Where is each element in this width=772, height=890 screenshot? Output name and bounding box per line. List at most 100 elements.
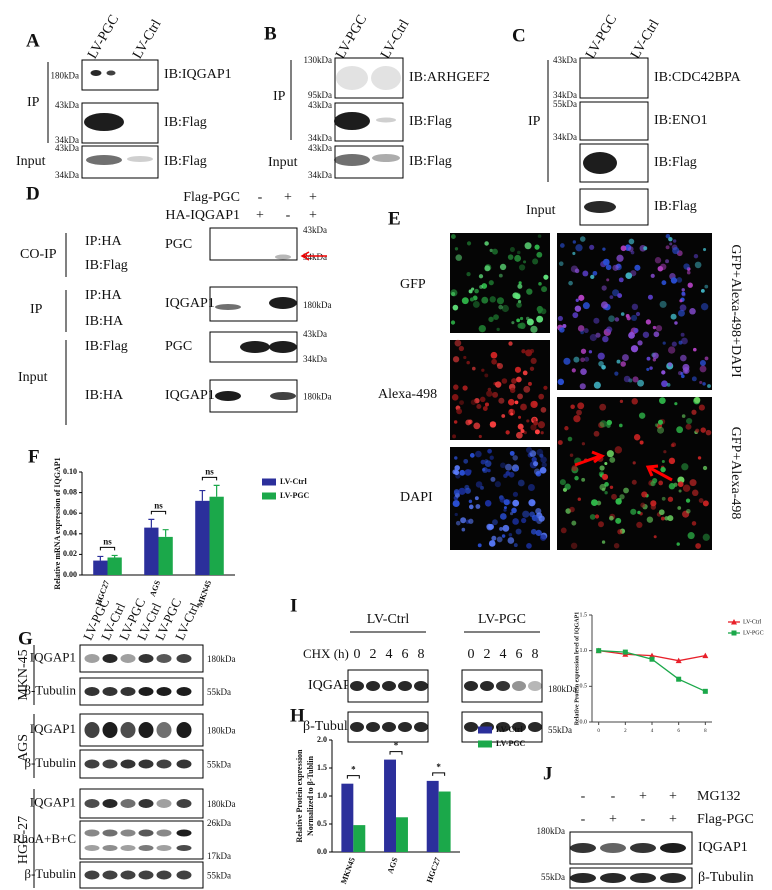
blot-label: IB:Flag [164,154,207,169]
band [120,799,136,808]
condition-sign: + [256,208,264,223]
band [102,829,118,837]
micrograph-cell [621,354,629,362]
micrograph-cell [681,292,686,297]
lane-label: LV-PGC [583,13,620,62]
micrograph-cell [563,357,571,365]
y-axis-label: Relative Protein expression level of IQG… [574,612,580,726]
micrograph-cell [455,520,461,526]
arrow [300,251,327,261]
blot-label: IQGAP1 [308,678,358,693]
mw-label: 43kDa [303,225,327,235]
band [84,722,100,738]
blot-label: IQGAP1 [30,794,76,809]
micrograph-cell [653,331,660,338]
micrograph-cell [670,277,678,284]
micrograph-cell [703,248,707,252]
micrograph-cell [671,341,677,347]
micrograph-cell [517,299,522,304]
blot-frame [209,227,298,261]
band [102,799,118,808]
micrograph-cell [699,365,707,373]
band [120,870,136,880]
micrograph-cell [468,499,473,504]
annotation: * [394,741,399,751]
micrograph-cell [576,409,582,416]
micrograph-cell [486,390,493,397]
band [138,687,154,696]
band [138,845,154,851]
band [176,759,192,769]
micrograph-cell [613,542,620,549]
band [102,687,118,696]
micrograph-cell [658,480,664,486]
micrograph-cell [575,298,579,302]
micrograph-cell [530,325,538,333]
bar [396,817,408,852]
micrograph-cell [678,489,682,493]
micrograph-cell [463,355,467,360]
micrograph-cell [601,473,609,481]
x-tick-label: 8 [704,729,707,734]
micrograph-cell [677,309,685,317]
micrograph-cell [597,352,605,360]
point [702,688,708,694]
micrograph-cell [490,351,498,359]
micrograph-cell [582,302,590,310]
group-label: LV-Ctrl [367,612,410,627]
micrograph-cell [695,428,700,433]
group-label: CO-IP [20,247,57,262]
micrograph-cell [559,327,565,333]
mw-label: 180kDa [537,826,566,836]
micrograph-cell [452,356,460,363]
micrograph-cell [450,289,458,297]
micrograph-cell [616,359,621,364]
micrograph-cell [669,242,673,246]
micrograph-cell [454,456,458,460]
blot-label: IQGAP1 [30,721,76,736]
micrograph-cell [492,391,499,398]
panel-letter: G [18,628,33,649]
band [106,70,116,76]
bar [93,560,108,575]
micrograph-cell [691,409,697,415]
time-label: 6 [402,647,409,662]
micrograph-cell [499,263,507,271]
micrograph-cell [654,257,662,264]
condition-sign: + [669,812,677,827]
micrograph-cell [646,356,651,361]
micrograph-cell [526,288,533,295]
band [176,687,192,696]
micrograph-cell [498,304,503,310]
micrograph-cell [630,508,637,515]
micrograph-cell [590,499,598,506]
micrograph-cell [528,499,536,507]
band [600,843,626,853]
micrograph-cell [543,274,549,280]
micrograph-cell [477,543,482,548]
blot-label: IQGAP1 [698,840,748,855]
micrograph-cell [620,245,627,252]
micrograph-cell [475,450,482,458]
micrograph-cell [661,370,666,375]
band [156,722,172,738]
micrograph-cell [577,325,585,332]
micrograph-cell [637,379,645,387]
micrograph-cell [612,264,619,271]
point [675,657,682,664]
condition-sign: - [258,190,263,205]
micrograph-cell [637,510,641,515]
cell-line-label: HGC-27 [16,816,31,864]
mw-label: 95kDa [308,90,332,100]
micrograph-cell [505,463,512,471]
micrograph-cell [652,352,659,359]
band [350,681,364,691]
error-bar [148,518,155,528]
micrograph-cell [623,487,629,494]
micrograph-cell [514,366,522,373]
micrograph-cell [512,518,519,525]
mw-label: 34kDa [308,170,332,180]
micrograph-cell [684,369,688,373]
mw-label: 34kDa [55,170,79,180]
